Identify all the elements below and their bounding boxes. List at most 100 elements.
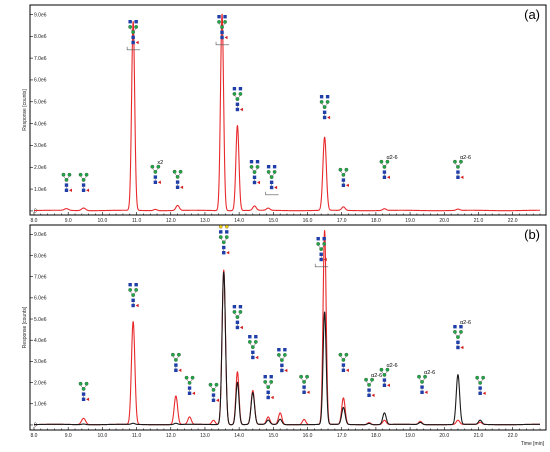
x-tick-label: 12.0 — [166, 433, 176, 439]
glycan-structure-icon — [314, 237, 329, 268]
glycan-structure-icon — [232, 87, 243, 112]
x-tick-label: 11.0 — [132, 218, 142, 224]
x-tick-label: 9.0 — [65, 218, 72, 224]
glycan-structure-icon — [247, 335, 259, 360]
glycan-structure-icon — [263, 375, 274, 400]
y-axis-title: Response [counts] — [22, 306, 28, 348]
glycan-linkage-label: x2 — [157, 160, 163, 166]
glycan-linkage-label: α2-6 — [386, 155, 397, 161]
y-tick-label: 8.0e6 — [34, 253, 47, 259]
y-tick-label: 5.0e6 — [34, 317, 47, 323]
glycan-structure-icon — [184, 375, 196, 395]
glycan-linkage-label: α2-6 — [386, 363, 397, 369]
glycan-structure-icon — [78, 381, 90, 401]
y-tick-label: 3.0e6 — [34, 143, 47, 149]
y-tick-label: 2.0e6 — [34, 165, 47, 171]
x-tick-label: 20.0 — [439, 433, 449, 439]
glycan-structure-icon — [78, 172, 90, 192]
glycan-structure-icon — [319, 95, 331, 120]
glycan-structure-icon — [128, 283, 139, 308]
x-tick-label: 8.0 — [31, 218, 38, 224]
x-tick-label: 9.0 — [65, 433, 72, 439]
y-axis-title: Response [counts] — [22, 89, 28, 131]
y-tick-label: 0 — [34, 423, 37, 429]
x-tick-label: 8.0 — [31, 433, 38, 439]
glycan-structure-icon — [379, 159, 390, 179]
x-tick-label: 19.0 — [405, 433, 415, 439]
glycan-structure-icon — [475, 375, 486, 395]
glycan-structure-icon — [417, 374, 428, 394]
panel-b: 0 1.0e6 2.0e6 3.0e6 4.0e6 5.0e6 6.0e6 7.0e6 8.0e… — [22, 224, 547, 447]
glycan-linkage-label: α2-6 — [371, 373, 382, 379]
y-tick-label: 4.0e6 — [34, 121, 47, 127]
glycan-structure-icon — [249, 160, 261, 185]
glycan-structure-icon — [172, 169, 184, 189]
y-tick-label: 1.0e6 — [34, 187, 47, 193]
plot-frame — [29, 4, 547, 216]
y-tick-label: 4.0e6 — [34, 338, 47, 344]
glycan-structure-icon — [265, 165, 279, 196]
y-tick-label: 9.0e6 — [34, 232, 47, 238]
glycan-structure-icon — [232, 305, 243, 330]
x-tick-label: 13.0 — [200, 433, 210, 439]
x-tick-label: 15.0 — [268, 433, 278, 439]
glycan-structure-icon — [453, 325, 464, 350]
glycan-structure-icon — [299, 374, 310, 394]
plot-frame — [29, 224, 547, 431]
glycan-linkage-label: α2-6 — [460, 155, 471, 161]
glycan-structure-icon — [150, 164, 161, 184]
x-tick-label: 17.0 — [337, 433, 347, 439]
x-tick-label: 21.0 — [474, 433, 484, 439]
glycan-structure-icon — [61, 172, 72, 192]
glycan-structure-icon — [126, 20, 141, 51]
glycan-structure-icon — [218, 224, 230, 255]
x-tick-label: 20.0 — [439, 218, 449, 224]
x-tick-label: 17.0 — [337, 218, 347, 224]
glycan-structure-icon — [364, 377, 375, 397]
x-tick-label: 22.0 — [508, 218, 518, 224]
y-tick-label: 1.0e6 — [34, 402, 47, 408]
glycan-structure-icon — [338, 352, 349, 372]
x-tick-label: 14.0 — [234, 218, 244, 224]
x-tick-label: 16.0 — [303, 218, 313, 224]
x-tick-label: 21.0 — [474, 218, 484, 224]
panel-label: (b) — [524, 227, 540, 242]
glycan-structure-icon — [171, 352, 182, 372]
glycan-structure-icon — [215, 15, 230, 46]
y-tick-label: 7.0e6 — [34, 56, 47, 62]
panel-a: 0 1.0e6 2.0e6 3.0e6 4.0e6 5.0e6 6.0e6 7.0e6 8.0e… — [22, 4, 547, 224]
x-tick-label: 16.0 — [303, 433, 313, 439]
x-tick-label: 22.0 — [508, 433, 518, 439]
x-tick-label: 15.0 — [268, 218, 278, 224]
glycan-linkage-label: α2-6 — [424, 370, 435, 376]
chromatogram-trace-black — [33, 271, 541, 426]
x-axis-title: Time [min] — [521, 441, 545, 447]
panel-label: (a) — [524, 7, 540, 22]
x-tick-label: 12.0 — [166, 218, 176, 224]
x-tick-label: 18.0 — [371, 433, 381, 439]
glycan-structure-icon — [379, 367, 390, 387]
y-tick-label: 2.0e6 — [34, 380, 47, 386]
x-tick-label: 10.0 — [98, 218, 108, 224]
y-tick-label: 7.0e6 — [34, 274, 47, 280]
y-tick-label: 6.0e6 — [34, 78, 47, 84]
glycan-structure-icon — [453, 159, 464, 179]
y-tick-label: 9.0e6 — [34, 12, 47, 18]
glycan-structure-icon — [277, 348, 288, 373]
y-tick-label: 6.0e6 — [34, 296, 47, 302]
x-tick-label: 13.0 — [200, 218, 210, 224]
chromatogram-trace-red — [33, 13, 541, 212]
x-tick-label: 14.0 — [234, 433, 244, 439]
y-tick-label: 5.0e6 — [34, 100, 47, 106]
x-tick-label: 11.0 — [132, 433, 142, 439]
y-tick-label: 0 — [34, 209, 37, 215]
x-tick-label: 10.0 — [98, 433, 108, 439]
y-tick-label: 3.0e6 — [34, 359, 47, 365]
glycan-linkage-label: α2-6 — [460, 320, 471, 326]
y-tick-label: 8.0e6 — [34, 34, 47, 40]
glycan-structure-icon — [208, 382, 219, 402]
glycan-structure-icon — [338, 167, 349, 187]
x-tick-label: 18.0 — [371, 218, 381, 224]
x-tick-label: 19.0 — [405, 218, 415, 224]
